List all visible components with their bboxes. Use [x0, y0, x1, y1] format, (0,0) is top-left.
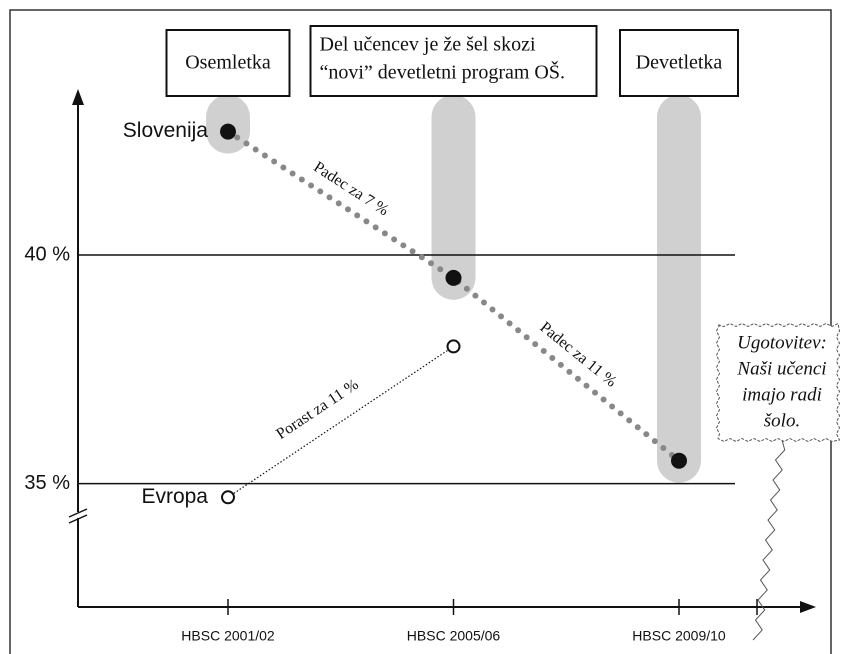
point [220, 123, 236, 140]
highlight-column [657, 95, 701, 483]
period-text: “novi” devetletni program OŠ. [320, 60, 566, 84]
period-text: Devetletka [636, 52, 723, 74]
callout-pointer [752, 439, 786, 641]
y-tick-label: 40 % [24, 243, 70, 265]
point [446, 339, 461, 354]
series-label: Evropa [141, 485, 208, 508]
frame [9, 9, 832, 654]
period-box [619, 29, 739, 97]
conclusion-text: Naši učenci [736, 358, 826, 379]
conclusion-text: Ugotovitev: [737, 332, 827, 353]
period-box [165, 29, 291, 97]
period-box [309, 25, 598, 97]
point [671, 452, 687, 469]
period-text: Del učencev je že šel skozi [320, 34, 536, 56]
x-tick-label: HBSC 2009/10 [632, 628, 726, 644]
axis-break-gap [70, 512, 86, 518]
x-tick-label: HBSC 2005/06 [407, 628, 501, 644]
series-label: Slovenija [123, 119, 209, 142]
highlight-column [431, 95, 476, 300]
point [445, 269, 462, 286]
callout-box [715, 322, 841, 443]
period-text: Osemletka [185, 52, 271, 74]
y-axis-arrow [72, 89, 84, 105]
x-tick-label: HBSC 2001/02 [181, 628, 275, 644]
x-axis-arrow [800, 601, 816, 613]
axis-break [68, 508, 88, 524]
point [221, 490, 235, 505]
series-line [225, 128, 682, 464]
conclusion-text: šolo. [764, 410, 800, 431]
conclusion-text: imajo radi [742, 384, 822, 405]
y-tick-label: 35 % [24, 472, 70, 494]
